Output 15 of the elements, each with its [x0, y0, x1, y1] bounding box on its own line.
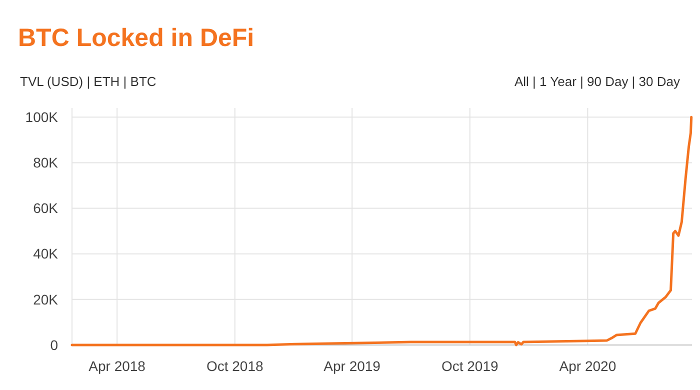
line-series — [70, 116, 693, 346]
x-tick-label: Oct 2018 — [206, 358, 264, 374]
x-tick-label: Oct 2019 — [441, 358, 498, 374]
y-tick-label: 40K — [33, 246, 59, 262]
y-tick-label: 60K — [33, 200, 59, 216]
chart-title: BTC Locked in DeFi — [18, 24, 254, 52]
x-tick-label: Apr 2018 — [88, 358, 146, 374]
y-tick-label: 0 — [50, 336, 58, 353]
x-tick-label: Apr 2019 — [324, 358, 381, 374]
text: TVL (USD) | ETH | BTC — [20, 74, 156, 89]
text: All | 1 Year | 90 Day | 30 Day — [514, 74, 680, 89]
y-tick-label: 100K — [25, 109, 59, 126]
y-tick-label: 20K — [33, 291, 59, 308]
y-tick-label: 80K — [33, 154, 59, 171]
x-tick-label: Apr 2020 — [559, 358, 616, 374]
